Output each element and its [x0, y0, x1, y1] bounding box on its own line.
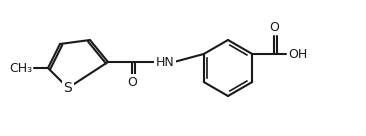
- Text: O: O: [127, 75, 137, 89]
- Text: HN: HN: [156, 55, 174, 69]
- Text: OH: OH: [288, 47, 307, 61]
- Text: O: O: [269, 21, 279, 34]
- Text: CH₃: CH₃: [9, 61, 32, 75]
- Text: S: S: [64, 81, 72, 95]
